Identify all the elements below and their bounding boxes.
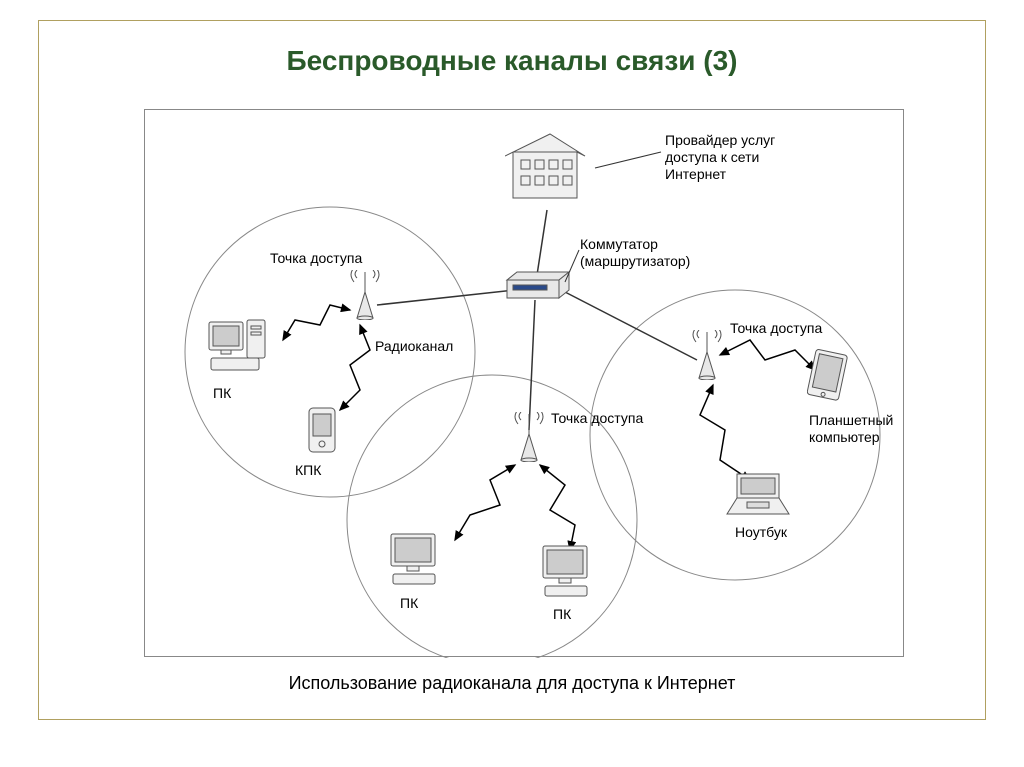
diagram-frame: Провайдер услуг доступа к сети Интернет … [144,109,904,657]
leader-lines [145,110,905,658]
slide-frame: Беспроводные каналы связи (3) [38,20,986,720]
caption: Использование радиоканала для доступа к … [39,673,985,694]
page-title: Беспроводные каналы связи (3) [39,45,985,77]
